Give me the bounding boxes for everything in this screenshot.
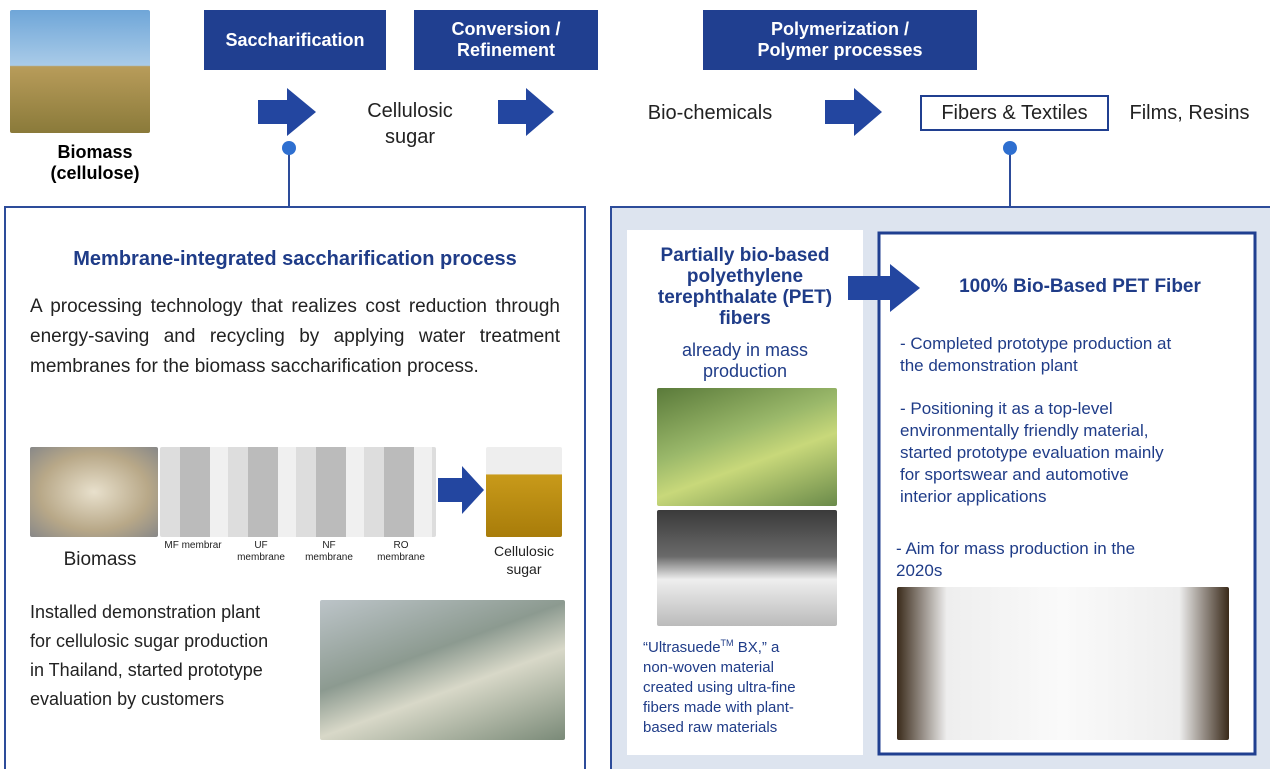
- point: - Positioning it as a top-level environm…: [900, 398, 1250, 508]
- page: Biomass (cellulose) Saccharification Con…: [0, 0, 1270, 769]
- diagram-label: Cellulosic sugar: [478, 542, 570, 578]
- plant-text: Installed demonstration plant for cellul…: [30, 598, 320, 714]
- sofa-photo: [657, 510, 837, 626]
- membrane-label: UF membrane: [228, 540, 294, 564]
- biomass-photo: [30, 447, 158, 537]
- process-step: Saccharification: [204, 10, 386, 70]
- connector-dot: [282, 141, 296, 155]
- product: Cellulosic sugar: [340, 98, 480, 150]
- description: A processing technology that realizes co…: [30, 292, 560, 382]
- biomass-label: Biomass (cellulose): [40, 142, 150, 184]
- connector-dot: [1003, 141, 1017, 155]
- product: Fibers & Textiles: [921, 100, 1108, 126]
- caption: “UltrasuedeTM BX,” a non-woven material …: [643, 633, 858, 738]
- diagram-label: Biomass: [40, 549, 160, 571]
- sugar-photo: [486, 447, 562, 537]
- panel-title: Membrane-integrated saccharification pro…: [20, 248, 570, 271]
- process-step: Polymerization / Polymer processes: [703, 10, 977, 70]
- membrane-label: MF membrar: [160, 540, 226, 552]
- product: Films, Resins: [1112, 100, 1267, 126]
- current-title: Partially bio-based polyethylene terepht…: [627, 245, 863, 329]
- fabric-photo: [657, 388, 837, 506]
- biomass-photo: [10, 10, 150, 133]
- membrane-photo: [160, 447, 436, 537]
- caption-sup: TM: [721, 638, 734, 648]
- point: - Aim for mass production in the 2020s: [896, 538, 1246, 582]
- membrane-label: NF membrane: [296, 540, 362, 564]
- product: Bio-chemicals: [620, 100, 800, 126]
- point: - Completed prototype production at the …: [900, 333, 1250, 377]
- plant-photo: [320, 600, 565, 740]
- caption-lead: “Ultrasuede: [643, 639, 721, 656]
- tshirt-photo: [897, 587, 1229, 740]
- membrane-label: RO membrane: [368, 540, 434, 564]
- current-status: already in mass production: [627, 340, 863, 382]
- future-title: 100% Bio-Based PET Fiber: [920, 276, 1240, 298]
- process-step: Conversion / Refinement: [414, 10, 598, 70]
